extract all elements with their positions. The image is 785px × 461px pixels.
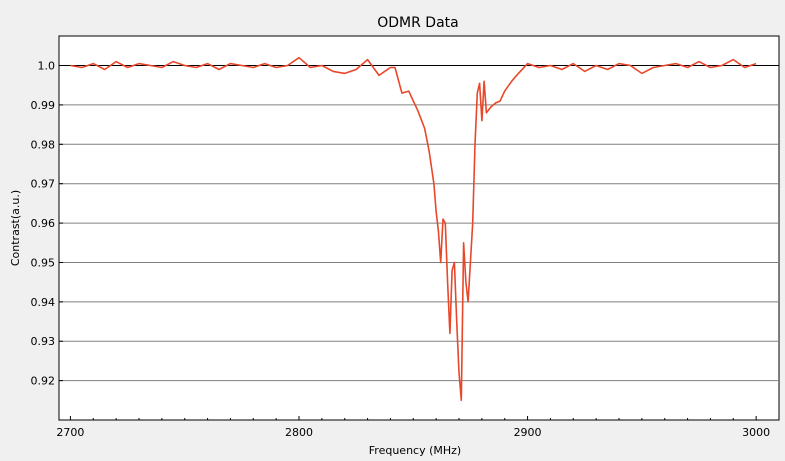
series-line-0 <box>70 56 757 402</box>
y-ticks: 0.92 0.93 0.94 0.95 0.96 0.97 0.98 0.99 1.0 <box>31 60 63 388</box>
y-tick-label-0: 0.92 <box>31 375 56 388</box>
y-axis-title: Contrast(a.u.) <box>9 190 22 266</box>
x-tick-label-2: 2900 <box>514 426 542 439</box>
x-tick-label-3: 3000 <box>742 426 770 439</box>
y-tick-label-7: 0.99 <box>31 99 56 112</box>
y-tick-label-8: 1.0 <box>38 60 56 73</box>
x-tick-label-0: 2700 <box>56 426 84 439</box>
x-tick-label-1: 2800 <box>285 426 313 439</box>
y-tick-label-3: 0.95 <box>31 256 56 269</box>
y-tick-label-2: 0.94 <box>31 296 56 309</box>
y-tick-label-6: 0.98 <box>31 138 56 151</box>
chart-title: ODMR Data <box>377 15 458 31</box>
x-axis-title: Frequency (MHz) <box>369 444 461 457</box>
series-layer <box>70 56 757 402</box>
x-ticks: 2700 2800 2900 3000 <box>56 416 770 439</box>
y-tick-label-1: 0.93 <box>31 335 56 348</box>
y-tick-label-5: 0.97 <box>31 178 56 191</box>
plot-area <box>58 35 780 421</box>
grid-lines <box>59 104 779 382</box>
y-tick-label-4: 0.96 <box>31 217 56 230</box>
